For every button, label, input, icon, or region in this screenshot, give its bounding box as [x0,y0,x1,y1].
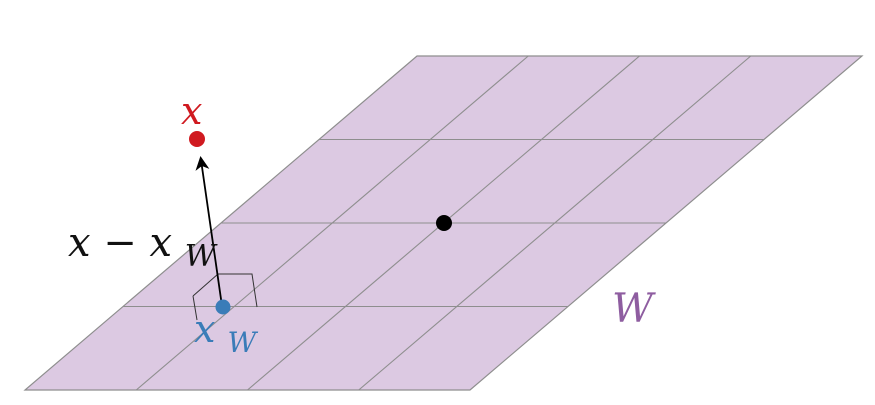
difference-vector-arrow [195,156,223,307]
point-x-w [215,299,231,315]
plane-grid [123,55,764,391]
label-subspace-w: W [612,286,656,332]
label-x-minus-xw: x − x W [68,220,218,274]
point-center [436,215,452,231]
label-x: x [181,89,202,133]
label-x-w-main: x [194,307,215,351]
right-angle-marker-tick [192,295,198,321]
label-x-minus-xw-main: x − x [68,220,172,266]
right-angle-marker [192,273,258,308]
label-x-minus-xw-subscript: W [185,239,218,274]
label-x-w-subscript: W [228,326,259,359]
label-x-w: x W [194,307,259,359]
point-x [189,131,205,147]
